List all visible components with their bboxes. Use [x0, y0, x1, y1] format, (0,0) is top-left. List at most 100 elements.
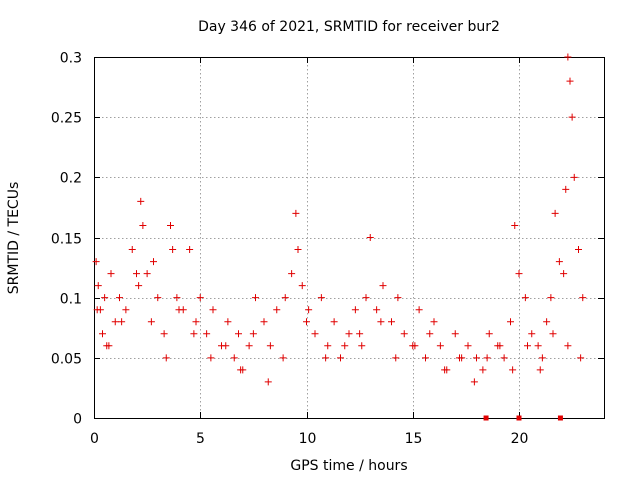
data-point — [411, 342, 419, 350]
data-point — [235, 330, 242, 338]
grid — [94, 57, 604, 418]
data-point — [415, 306, 423, 314]
y-tick-label: 0.15 — [51, 232, 82, 248]
data-point — [169, 246, 177, 254]
x-tick-label: 0 — [90, 431, 99, 447]
data-point — [186, 246, 194, 254]
data-point — [555, 258, 563, 266]
zero-marker — [557, 415, 563, 421]
data-point — [436, 342, 444, 350]
y-tick-label: 0 — [73, 412, 82, 428]
data-point — [305, 306, 313, 314]
data-point — [534, 342, 542, 350]
data-point — [281, 294, 289, 302]
data-point — [264, 378, 272, 386]
data-point — [209, 306, 217, 314]
data-point — [273, 306, 281, 314]
data-point — [464, 342, 472, 350]
zero-marker — [516, 415, 522, 421]
data-point — [150, 258, 157, 266]
data-point — [379, 282, 387, 290]
data-point — [500, 354, 508, 362]
data-point — [483, 354, 491, 362]
data-point — [356, 330, 364, 338]
y-tick-label: 0.1 — [60, 292, 82, 308]
data-point — [366, 234, 374, 241]
data-point — [143, 270, 151, 278]
data-point — [107, 270, 115, 278]
data-point — [135, 282, 143, 290]
data-point — [99, 330, 106, 338]
data-point — [538, 354, 546, 362]
data-point — [377, 318, 385, 326]
data-point — [175, 306, 183, 314]
data-point — [294, 246, 302, 254]
data-point — [579, 294, 587, 302]
data-point — [160, 330, 168, 338]
x-tick-label: 5 — [196, 431, 205, 447]
data-point — [196, 294, 204, 302]
zero-marker — [483, 415, 489, 421]
data-point — [324, 342, 332, 350]
data-point — [373, 306, 381, 314]
data-point — [190, 330, 198, 338]
data-point — [139, 221, 147, 229]
data-point — [351, 306, 359, 314]
y-axis-label: SRMTID / TECUs — [6, 182, 22, 295]
data-point — [509, 366, 517, 374]
data-point — [392, 354, 400, 362]
data-point — [311, 330, 319, 338]
data-point — [128, 246, 136, 254]
data-point — [577, 354, 585, 362]
data-point — [451, 330, 459, 338]
data-point — [224, 318, 232, 326]
y-tick-label: 0.3 — [60, 51, 82, 67]
data-point — [207, 354, 215, 362]
data-point — [154, 294, 162, 302]
data-point — [426, 330, 434, 338]
data-point — [515, 270, 523, 278]
y-tick-label: 0.2 — [60, 171, 82, 187]
data-point — [173, 294, 181, 302]
data-point — [570, 173, 578, 181]
data-point — [564, 53, 572, 61]
data-point — [394, 294, 402, 302]
data-point — [551, 209, 559, 217]
chart-title: Day 346 of 2021, SRMTID for receiver bur… — [198, 19, 500, 35]
data-point — [237, 366, 245, 374]
data-point — [388, 318, 395, 326]
data-point — [162, 354, 170, 362]
data-point — [496, 342, 504, 350]
data-point — [441, 366, 449, 374]
data-point — [292, 209, 300, 217]
data-point — [470, 378, 478, 386]
data-point — [511, 221, 519, 229]
data-point — [479, 366, 487, 374]
data-point — [345, 330, 353, 338]
data-point — [528, 330, 536, 338]
y-axis: 0 0.05 0.1 0.15 0.2 0.25 0.3 — [51, 51, 604, 428]
data-point — [358, 342, 366, 350]
data-point — [298, 282, 306, 290]
data-point — [252, 294, 259, 302]
data-point — [92, 258, 100, 266]
y-tick-label: 0.05 — [51, 352, 82, 368]
x-tick-label: 10 — [299, 431, 317, 447]
data-point — [279, 354, 287, 362]
data-point — [266, 342, 274, 350]
data-point — [422, 354, 429, 362]
data-point — [560, 270, 568, 278]
data-point — [524, 342, 531, 350]
data-point — [303, 318, 310, 326]
data-point — [105, 342, 113, 350]
data-point — [564, 342, 572, 350]
x-tick-label: 15 — [405, 431, 423, 447]
data-point — [362, 294, 370, 302]
data-point — [147, 318, 155, 326]
data-point — [521, 294, 529, 302]
data-points — [92, 53, 587, 421]
data-point — [536, 366, 544, 374]
data-point — [547, 294, 555, 302]
data-point — [337, 354, 344, 362]
